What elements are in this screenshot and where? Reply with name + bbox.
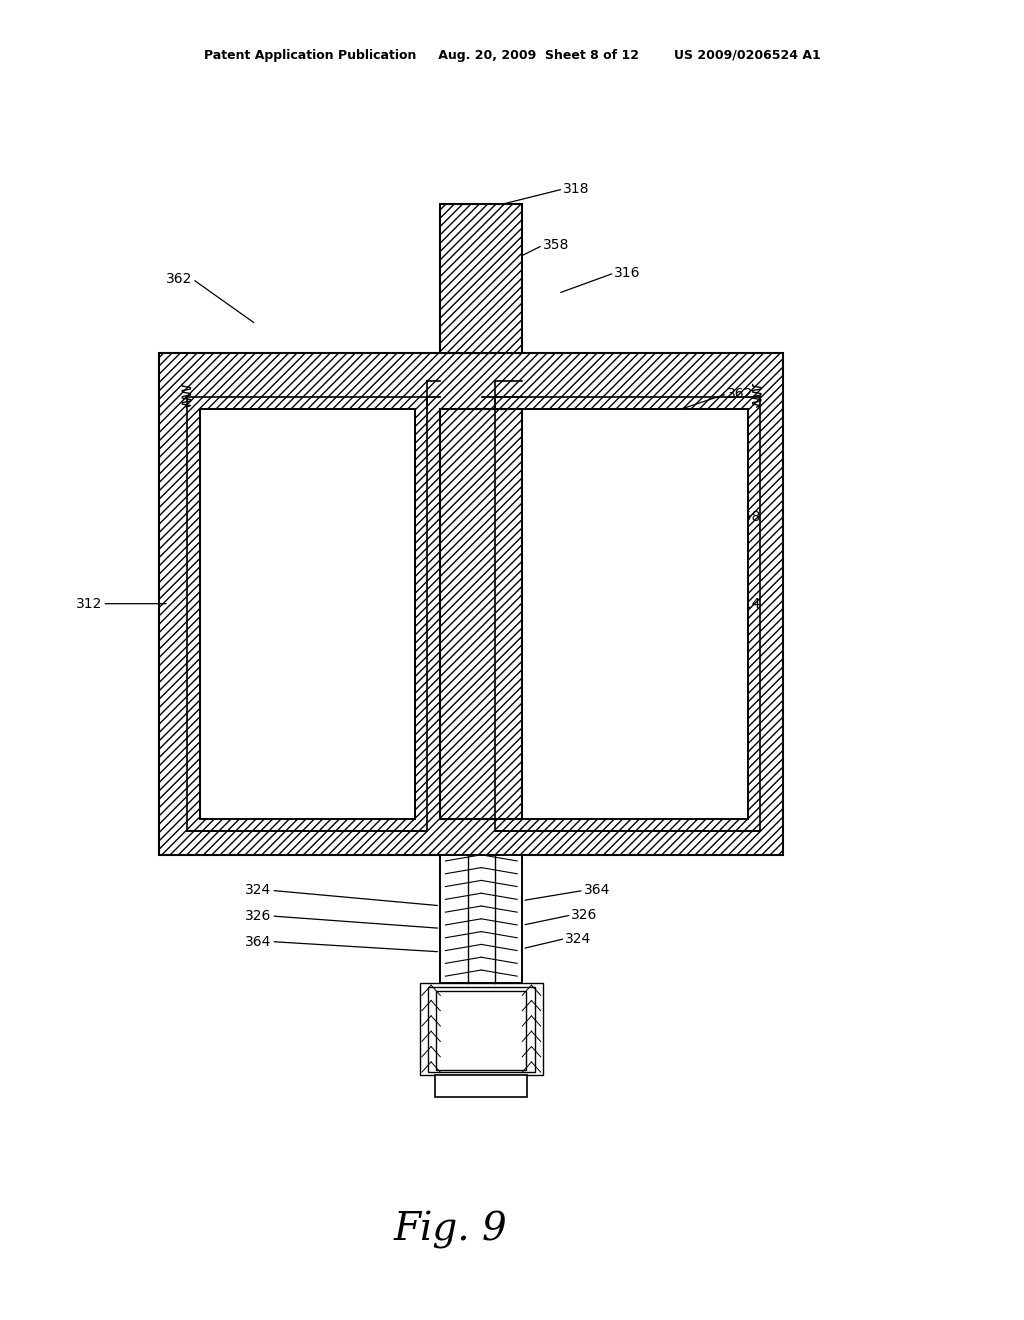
Bar [440,205,522,352]
Text: Patent Application Publication     Aug. 20, 2009  Sheet 8 of 12        US 2009/0: Patent Application Publication Aug. 20, … [204,49,820,62]
Bar [420,982,543,1074]
Text: 362: 362 [727,387,754,401]
Bar [436,991,526,1069]
Text: 362: 362 [166,272,193,286]
Text: Fig. 9: Fig. 9 [393,1212,508,1249]
Bar [200,409,415,818]
Text: 358: 358 [735,510,762,524]
Text: 326: 326 [245,909,271,923]
Bar [159,352,783,854]
Text: 364: 364 [584,883,610,898]
Bar [440,854,522,982]
Text: 322: 322 [459,993,485,1007]
Text: 358: 358 [543,239,569,252]
Text: 316: 316 [614,265,641,280]
Text: 318: 318 [563,182,590,195]
Bar [159,352,783,854]
Bar [440,409,522,818]
Text: 364: 364 [245,935,271,949]
Text: 314: 314 [735,597,762,611]
Bar [440,205,522,352]
Text: 312: 312 [76,597,102,611]
Text: 326: 326 [571,908,598,921]
Bar [440,409,522,818]
Text: 324: 324 [245,883,271,898]
Bar [428,986,535,1072]
Bar [507,409,748,818]
Bar [435,1074,527,1097]
Text: 324: 324 [565,932,592,945]
Text: 332: 332 [254,622,281,636]
